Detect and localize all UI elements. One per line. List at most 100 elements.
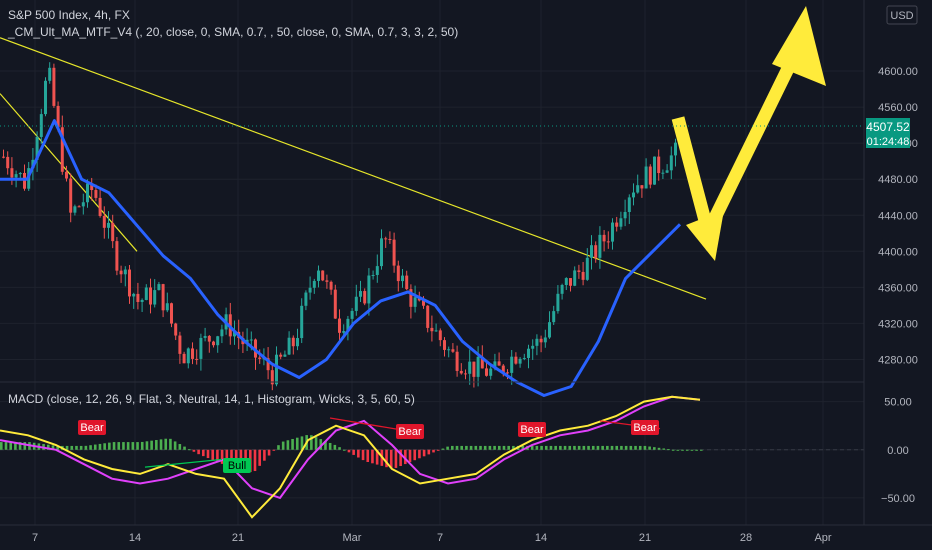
- candle: [136, 282, 140, 310]
- candle: [2, 149, 5, 159]
- arrow-head-down[interactable]: [686, 210, 724, 261]
- macd-histogram-bar: [394, 449, 398, 468]
- macd-histogram-bar: [700, 449, 703, 451]
- candle: [266, 347, 270, 380]
- candle: [140, 298, 144, 312]
- macd-histogram-bar: [9, 442, 12, 450]
- candle: [648, 164, 652, 189]
- candle: [585, 248, 589, 281]
- symbol-title[interactable]: S&P 500 Index, 4h, FX: [8, 8, 130, 22]
- macd-histogram-bar: [610, 445, 614, 450]
- time-tick-label: 21: [639, 532, 651, 544]
- candle: [573, 266, 577, 287]
- price-axis[interactable]: 4600.004560.004520.004480.004440.004400.…: [878, 66, 918, 366]
- bull-divergence-line: [144, 458, 223, 468]
- candle: [367, 268, 371, 316]
- candle: [674, 138, 677, 167]
- candle: [443, 337, 446, 357]
- candle: [401, 268, 404, 288]
- candle: [287, 331, 291, 355]
- candle: [602, 230, 606, 252]
- time-tick-label: Mar: [343, 532, 362, 544]
- candle: [657, 149, 661, 181]
- candle: [195, 349, 199, 365]
- candle: [325, 274, 329, 289]
- macd-histogram-bar: [624, 445, 628, 450]
- macd-histogram-bar: [281, 441, 285, 450]
- macd-histogram-bar: [432, 449, 435, 453]
- candle: [207, 334, 211, 353]
- macd-histogram-bar: [253, 449, 257, 472]
- candle: [426, 305, 430, 333]
- candle: [270, 365, 274, 391]
- svg-text:Bear: Bear: [520, 424, 544, 436]
- macd-histogram-bar: [145, 441, 149, 450]
- macd-histogram-bar: [295, 437, 299, 450]
- macd-histogram-bar: [178, 444, 182, 450]
- svg-text:Bull: Bull: [228, 460, 246, 472]
- macd-histogram-bar: [685, 449, 689, 451]
- candle: [665, 164, 669, 174]
- macd-histogram-bar: [342, 449, 346, 451]
- macd-histogram-bar: [385, 449, 388, 468]
- macd-histogram-bar: [446, 446, 449, 450]
- macd-histogram-bar: [4, 442, 8, 450]
- macd-histogram-bar: [122, 442, 125, 450]
- macd-histogram-bar: [577, 445, 581, 450]
- macd-histogram-bar: [169, 438, 172, 450]
- macd-axis[interactable]: 50.00 0.00 −50.00: [881, 397, 915, 505]
- candle: [611, 218, 614, 250]
- macd-histogram-bar: [540, 445, 543, 450]
- macd-histogram-bar: [202, 449, 205, 457]
- macd-histogram-bar: [98, 443, 102, 450]
- macd-histogram-bar: [197, 449, 200, 455]
- macd-histogram-bar: [324, 441, 327, 450]
- macd-histogram-bar: [84, 445, 88, 450]
- price-tick-label: 4600.00: [878, 66, 918, 78]
- macd-histogram-bar: [648, 446, 651, 450]
- candle: [10, 157, 14, 185]
- currency-badge[interactable]: [886, 5, 918, 25]
- macd-histogram-bar: [375, 449, 379, 465]
- time-axis[interactable]: 7 14 21 Mar 7 14 21 28 Apr: [32, 532, 832, 544]
- macd-histogram-bar: [352, 449, 355, 455]
- macd-histogram-bar: [267, 449, 271, 456]
- candle: [468, 349, 472, 385]
- candle: [81, 193, 85, 215]
- ma-line: [0, 119, 682, 397]
- macd-histogram-bar: [413, 449, 417, 461]
- trendline-main[interactable]: [0, 37, 707, 300]
- candle: [543, 329, 547, 348]
- candle: [170, 302, 173, 328]
- macd-histogram-bar: [258, 449, 261, 466]
- macd-histogram-bar: [399, 449, 402, 467]
- candle: [451, 343, 455, 353]
- time-tick-label: 7: [32, 532, 38, 544]
- macd-histogram-bar: [103, 443, 106, 450]
- macd-histogram-bar: [657, 447, 661, 450]
- time-tick-label: 14: [535, 532, 547, 544]
- time-tick-label: 14: [129, 532, 141, 544]
- candle: [6, 151, 10, 175]
- macd-histogram-bar: [0, 442, 3, 450]
- candle: [396, 260, 400, 292]
- candle: [283, 350, 287, 357]
- bear-signal-label: Bear: [396, 424, 424, 439]
- indicator-title[interactable]: _CM_Ult_MA_MTF_V4 (, 20, close, 0, SMA, …: [7, 25, 458, 39]
- macd-histogram-bar: [75, 445, 78, 450]
- macd-histogram-bar: [70, 445, 74, 450]
- macd-histogram-bar: [211, 449, 215, 460]
- time-tick-label: 28: [740, 532, 752, 544]
- arrow-shaft[interactable]: [671, 41, 806, 251]
- macd-histogram-bar: [530, 445, 534, 450]
- macd-title[interactable]: MACD (close, 12, 26, 9, Flat, 3, Neutral…: [8, 392, 415, 406]
- macd-histogram-bar: [206, 449, 210, 459]
- macd-histogram-bar: [155, 440, 158, 450]
- macd-histogram-bar: [662, 448, 666, 450]
- candle: [640, 185, 644, 198]
- arrow-head-up[interactable]: [772, 6, 826, 86]
- macd-histogram-bar: [291, 438, 294, 450]
- macd-histogram-bar: [225, 449, 229, 466]
